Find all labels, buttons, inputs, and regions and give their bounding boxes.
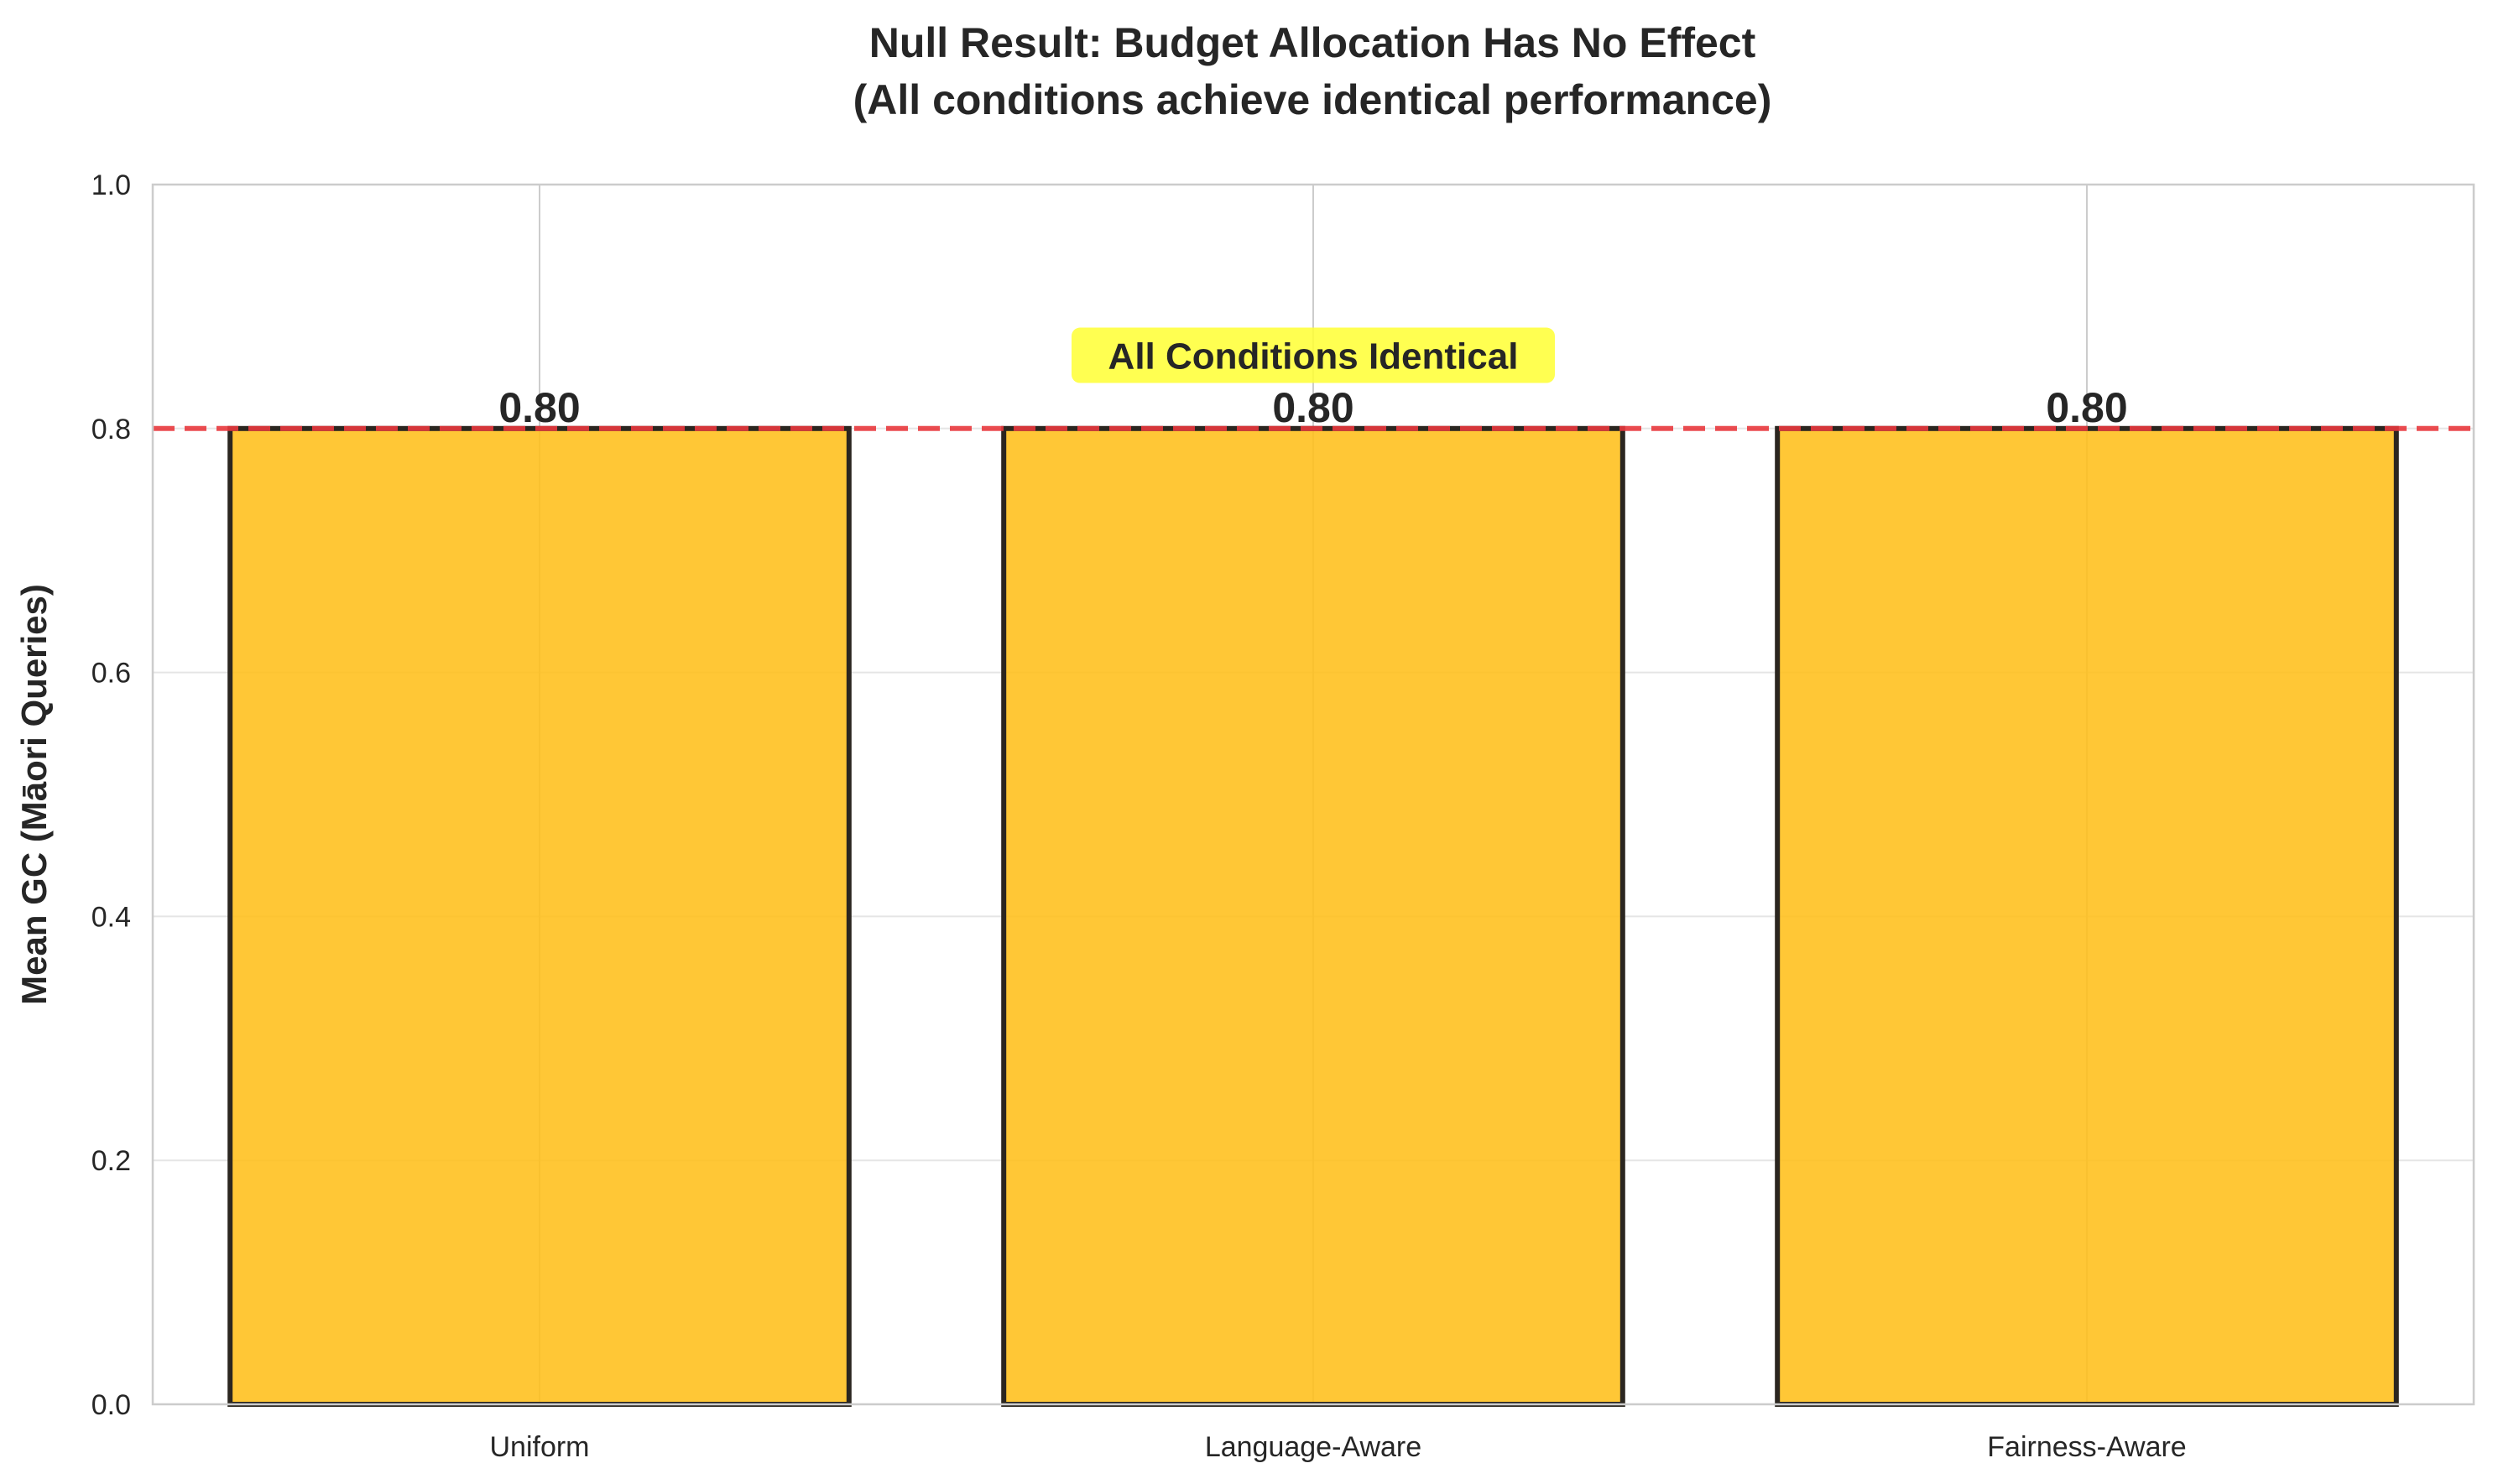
y-axis-ticks: 0.0 0.2 0.4 0.6 0.8 1.0 <box>91 169 131 1421</box>
y-tick-label: 1.0 <box>91 169 131 201</box>
annotation-group: All Conditions Identical <box>1072 327 1555 383</box>
x-tick-label: Fairness-Aware <box>1987 1431 2186 1463</box>
bar <box>1001 425 1625 1407</box>
bar-value-label: 0.80 <box>498 384 580 431</box>
chart-title-line-1: Null Result: Budget Allocation Has No Ef… <box>869 19 1756 66</box>
chart-title-line-2: (All conditions achieve identical perfor… <box>853 76 1772 123</box>
y-tick-label: 0.8 <box>91 414 131 445</box>
value-labels: 0.80 0.80 0.80 <box>498 384 2127 431</box>
y-tick-label: 0.0 <box>91 1389 131 1421</box>
y-axis-label: Mean GC (Māori Queries) <box>14 584 54 1005</box>
plot-frame <box>151 183 2475 1406</box>
x-tick-label: Language-Aware <box>1205 1431 1421 1463</box>
annotation-box <box>1072 327 1555 383</box>
bar-value-label: 0.80 <box>1272 384 1353 431</box>
bar <box>227 425 852 1407</box>
y-tick-label: 0.2 <box>91 1145 131 1177</box>
y-tick-label: 0.4 <box>91 901 131 933</box>
bar-value-label: 0.80 <box>2046 384 2127 431</box>
x-tick-label: Uniform <box>489 1431 589 1463</box>
y-tick-label: 0.6 <box>91 658 131 690</box>
x-axis-ticks: Uniform Language-Aware Fairness-Aware <box>489 1431 2186 1463</box>
bars <box>227 425 2399 1407</box>
bar <box>1775 425 2399 1407</box>
annotation-label: All Conditions Identical <box>1108 336 1519 378</box>
